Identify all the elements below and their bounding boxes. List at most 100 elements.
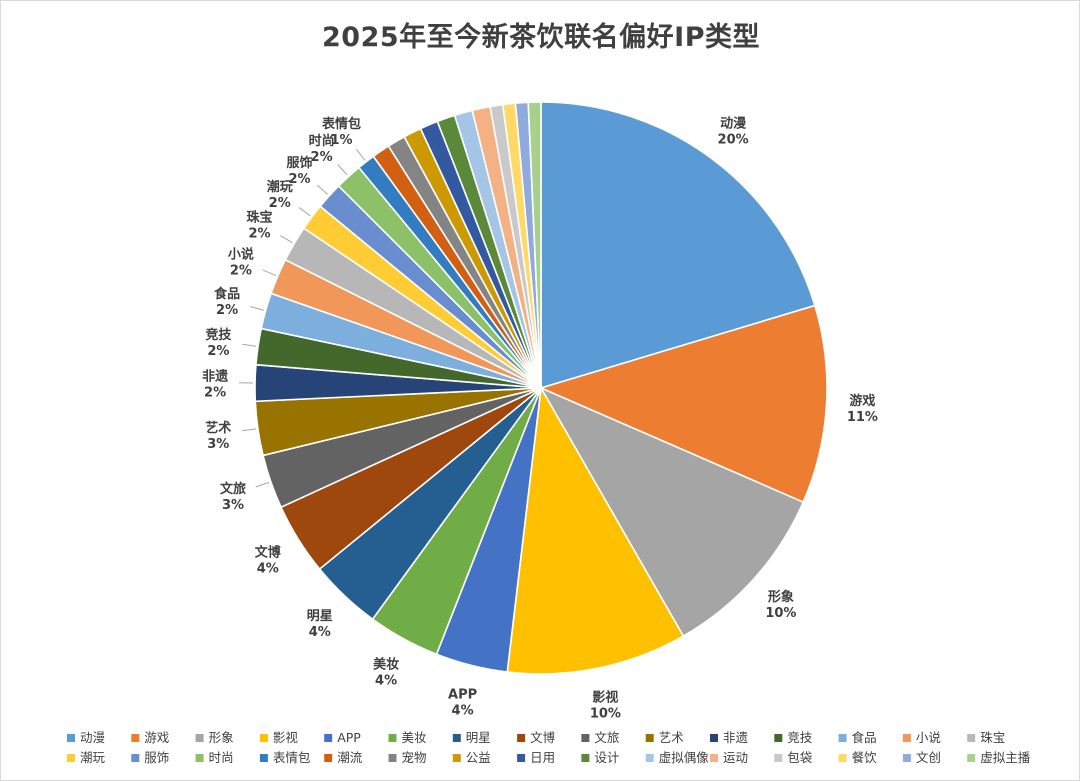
leader-line-11 — [242, 344, 256, 346]
data-label-value-5: 4% — [375, 673, 397, 688]
legend-label-21: 公益 — [466, 750, 491, 765]
leader-line-8 — [256, 482, 269, 487]
legend-label-26: 包袋 — [787, 750, 813, 765]
legend-swatch-14 — [967, 734, 975, 742]
data-label-value-3: 10% — [590, 707, 621, 722]
leader-line-9 — [242, 429, 256, 431]
leader-line-13 — [263, 270, 276, 275]
data-label-value-14: 2% — [248, 227, 270, 242]
data-label-name-16: 服饰 — [286, 155, 312, 171]
legend-swatch-13 — [903, 734, 911, 742]
legend-swatch-25 — [710, 754, 718, 762]
data-label-value-13: 2% — [230, 264, 252, 279]
data-label-name-13: 小说 — [228, 247, 254, 263]
data-label-name-14: 珠宝 — [246, 210, 272, 226]
pie-slices — [255, 102, 827, 674]
data-label-value-7: 4% — [257, 561, 279, 576]
leader-line-18 — [356, 149, 365, 160]
data-label-name-10: 非遗 — [202, 368, 229, 384]
legend-label-4: APP — [337, 730, 361, 745]
legend-swatch-12 — [839, 734, 847, 742]
legend-swatch-15 — [67, 754, 75, 762]
legend-swatch-21 — [453, 754, 461, 762]
legend-swatch-17 — [196, 754, 204, 762]
leader-line-14 — [280, 236, 292, 243]
data-label-name-4: APP — [448, 687, 477, 702]
data-label-value-17: 2% — [311, 150, 333, 165]
legend-swatch-22 — [517, 754, 525, 762]
legend-label-15: 潮玩 — [80, 750, 106, 765]
legend-label-14: 珠宝 — [980, 730, 1005, 745]
legend-label-6: 明星 — [466, 730, 491, 745]
legend-swatch-1 — [131, 734, 139, 742]
legend-label-13: 小说 — [916, 730, 941, 745]
data-label-value-4: 4% — [452, 703, 474, 718]
legend-swatch-11 — [774, 734, 782, 742]
legend-label-9: 艺术 — [659, 730, 685, 745]
leader-line-16 — [317, 185, 327, 194]
data-label-value-15: 2% — [269, 196, 291, 211]
legend-swatch-3 — [260, 734, 268, 742]
legend-swatch-7 — [517, 734, 525, 742]
legend-swatch-8 — [581, 734, 589, 742]
legend-swatch-4 — [324, 734, 332, 742]
leader-line-17 — [338, 165, 347, 175]
legend-swatch-24 — [646, 754, 654, 762]
legend-label-8: 文旅 — [594, 730, 619, 745]
legend-label-24: 虚拟偶像 — [659, 750, 710, 765]
legend-swatch-19 — [324, 754, 332, 762]
legend-swatch-28 — [903, 754, 911, 762]
data-label-value-0: 20% — [718, 133, 749, 148]
legend-label-17: 时尚 — [209, 750, 234, 765]
data-label-name-8: 文旅 — [220, 481, 246, 497]
data-label-name-18: 表情包 — [321, 116, 361, 132]
legend-label-11: 竞技 — [787, 730, 813, 745]
legend-swatch-5 — [389, 734, 397, 742]
data-label-value-9: 3% — [207, 437, 229, 452]
legend-label-0: 动漫 — [80, 730, 105, 745]
legend-label-18: 表情包 — [273, 750, 311, 765]
legend-swatch-0 — [67, 734, 75, 742]
data-label-value-16: 2% — [288, 172, 310, 187]
legend-label-25: 运动 — [723, 750, 748, 765]
data-label-value-8: 3% — [222, 498, 244, 513]
legend-label-16: 服饰 — [144, 750, 169, 765]
data-label-name-3: 影视 — [592, 690, 618, 706]
legend-swatch-10 — [710, 734, 718, 742]
legend-label-23: 设计 — [594, 750, 619, 765]
legend-label-20: 宠物 — [402, 750, 427, 765]
legend-swatch-29 — [967, 754, 975, 762]
data-label-name-9: 艺术 — [205, 420, 231, 436]
legend-label-2: 形象 — [209, 730, 234, 745]
legend-label-5: 美妆 — [402, 730, 427, 745]
data-label-value-2: 10% — [765, 606, 796, 621]
legend-swatch-26 — [774, 754, 782, 762]
legend-swatch-23 — [581, 754, 589, 762]
legend-label-19: 潮流 — [337, 750, 363, 765]
data-label-value-11: 2% — [207, 344, 229, 359]
legend-label-28: 文创 — [916, 750, 941, 765]
legend-swatch-9 — [646, 734, 654, 742]
data-label-name-11: 竞技 — [205, 327, 232, 343]
legend-swatch-20 — [389, 754, 397, 762]
legend-label-1: 游戏 — [144, 730, 169, 745]
data-label-value-12: 2% — [216, 303, 238, 318]
legend-label-12: 食品 — [852, 730, 877, 745]
legend-swatch-2 — [196, 734, 204, 742]
legend-swatch-6 — [453, 734, 461, 742]
legend-swatch-27 — [839, 754, 847, 762]
data-label-name-12: 食品 — [214, 286, 240, 302]
legend-label-27: 餐饮 — [852, 750, 878, 765]
leader-line-12 — [250, 307, 263, 311]
legend-label-3: 影视 — [273, 730, 299, 745]
data-label-name-7: 文博 — [255, 544, 281, 560]
legend-label-10: 非遗 — [723, 730, 749, 745]
legend-label-29: 虚拟主播 — [980, 750, 1031, 765]
legend-swatch-18 — [260, 754, 268, 762]
data-label-name-1: 游戏 — [849, 393, 875, 409]
data-label-value-18: 1% — [330, 133, 352, 148]
data-label-value-6: 4% — [309, 625, 331, 640]
